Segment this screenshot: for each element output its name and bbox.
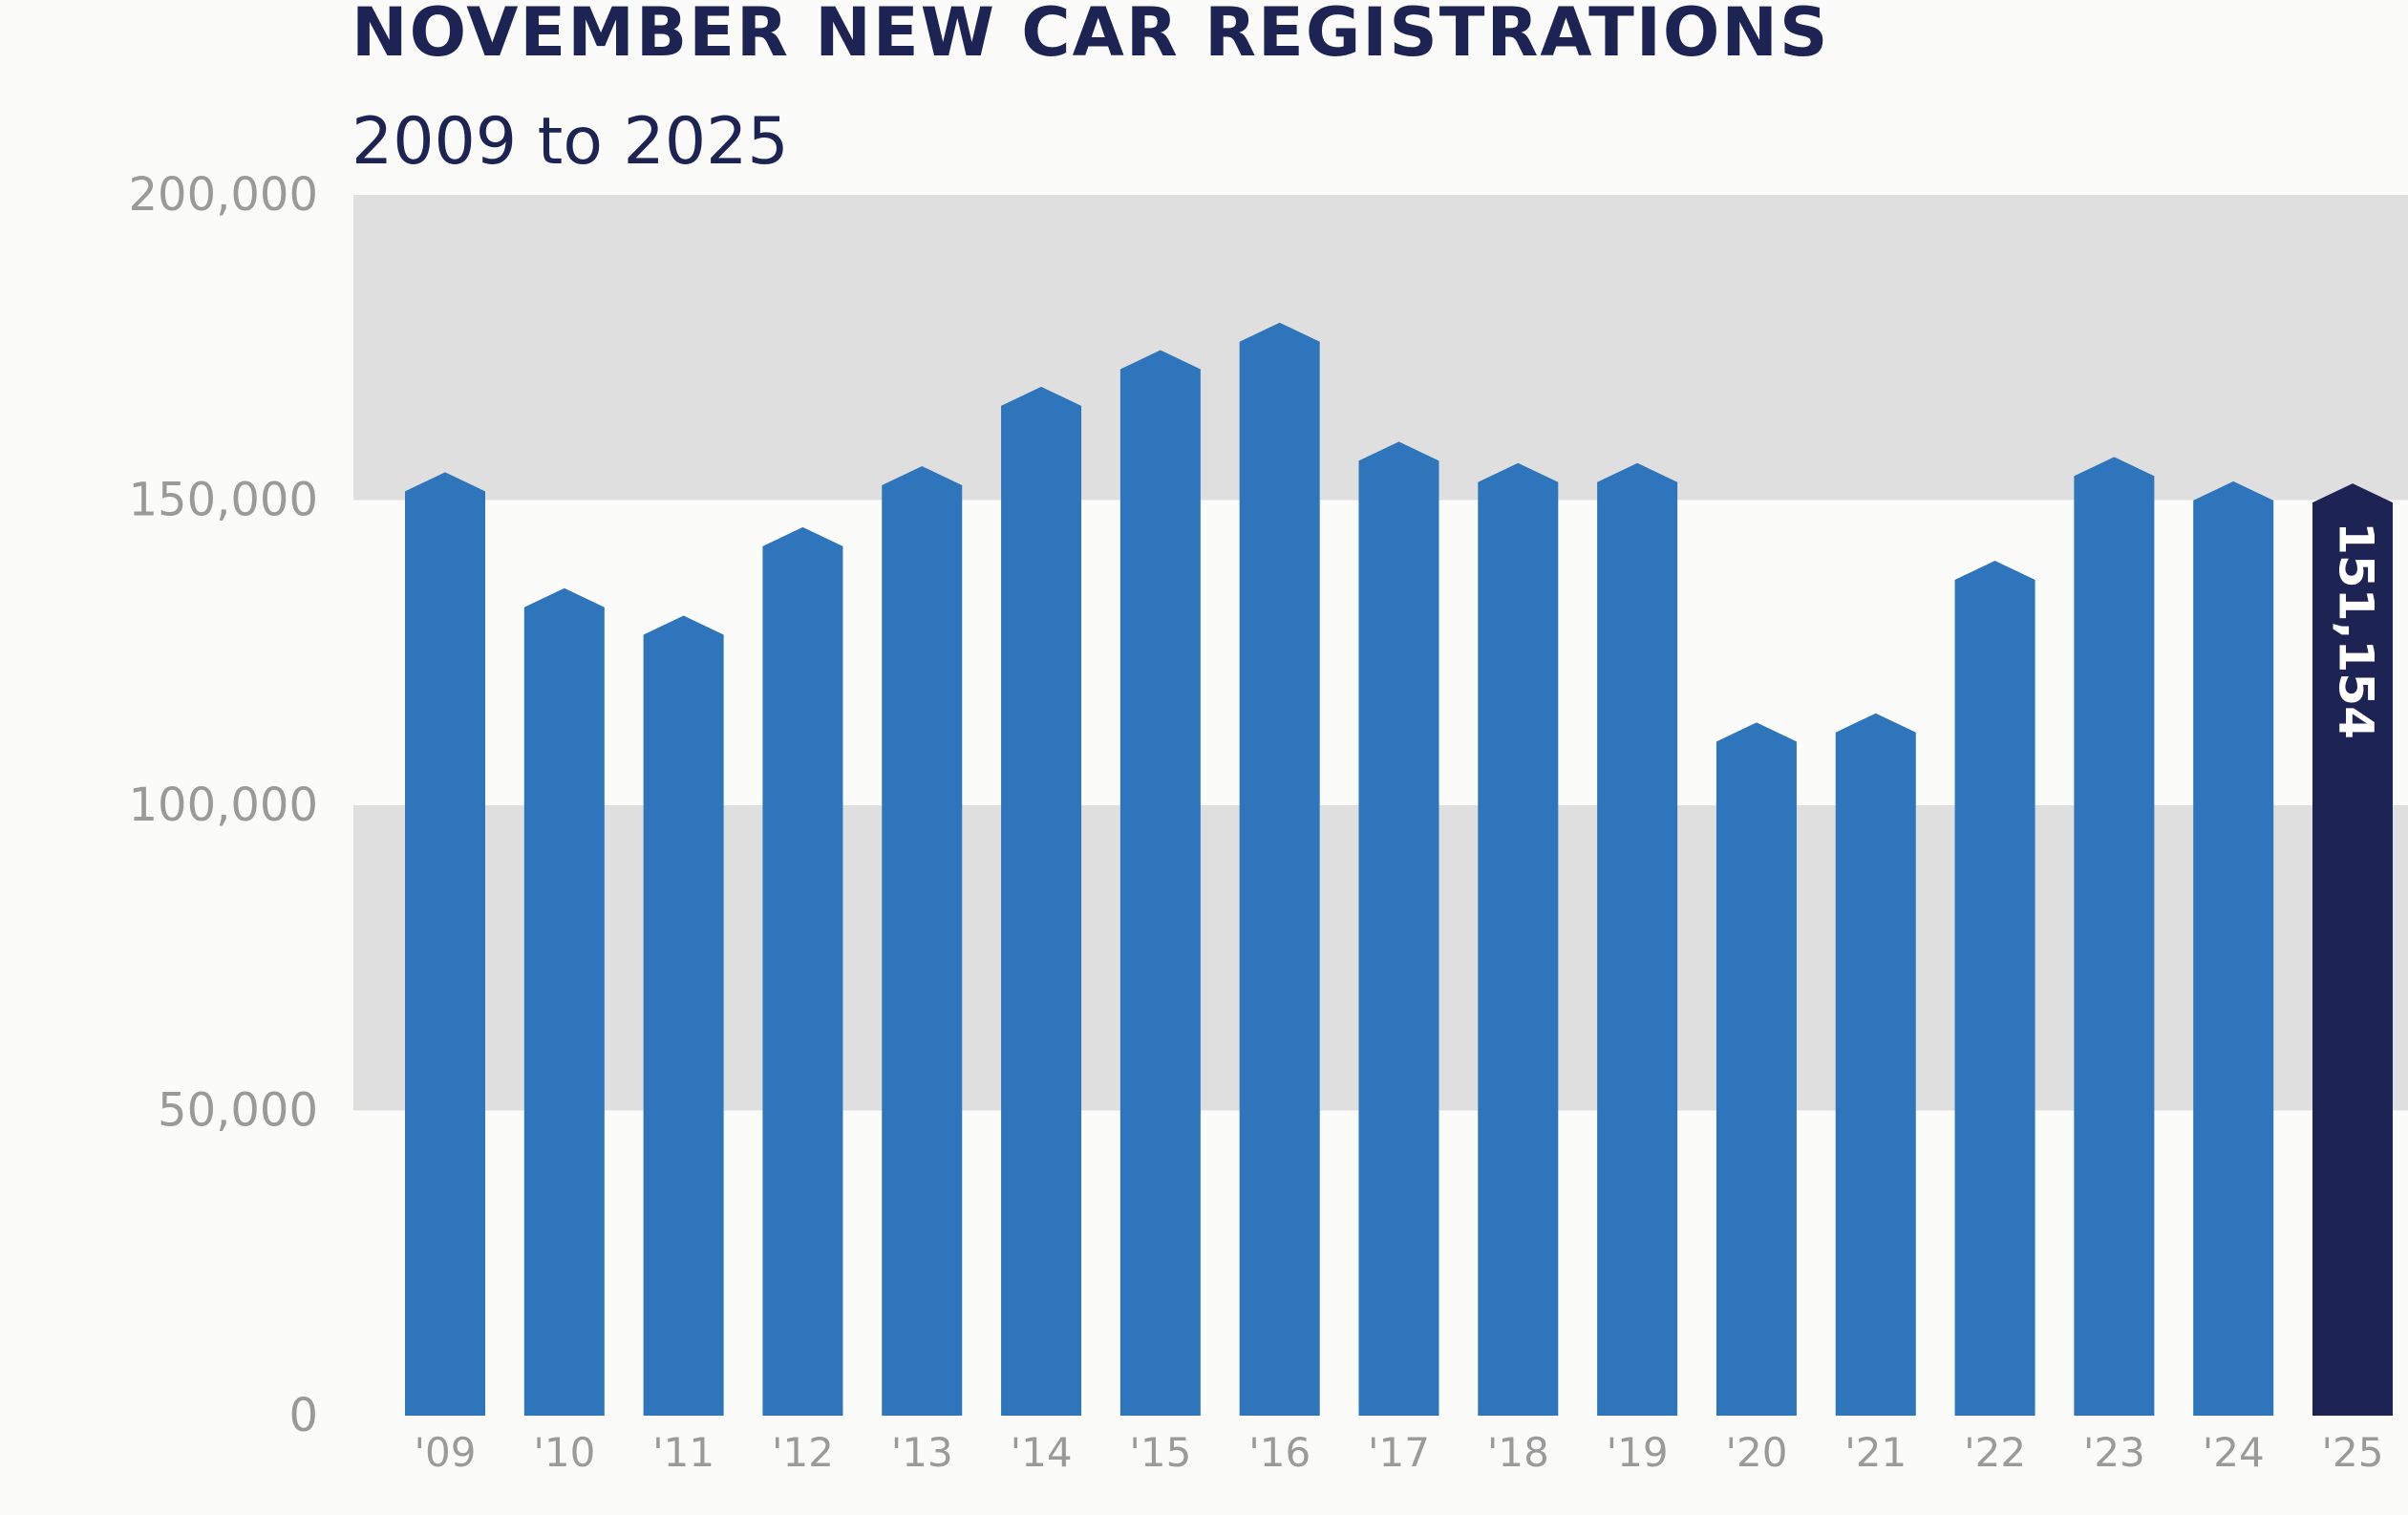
x-tick-label: '16 [1248, 1429, 1311, 1476]
x-tick-label: '10 [533, 1429, 595, 1476]
bar-15 [1119, 350, 1201, 1416]
bar-14 [1001, 386, 1082, 1416]
x-tick-label: '12 [772, 1429, 834, 1476]
x-tick-label: '23 [2083, 1429, 2145, 1476]
bar-10 [523, 587, 605, 1416]
bar-17 [1358, 441, 1439, 1416]
bar-25 [2312, 483, 2393, 1416]
y-axis-ticks: 0 50,000 100,000 150,000 200,000 [129, 168, 319, 1442]
y-tick-label: 200,000 [129, 168, 319, 222]
y-tick-label: 50,000 [158, 1084, 318, 1138]
x-tick-label: '20 [1725, 1429, 1787, 1476]
bar-18 [1478, 462, 1559, 1416]
bar-09 [405, 472, 485, 1417]
bar-16 [1239, 322, 1320, 1416]
x-tick-label: '19 [1607, 1429, 1669, 1476]
chart-title: NOVEMBER NEW CAR REGISTRATIONS [352, 0, 1830, 72]
bar-20 [1715, 722, 1797, 1416]
grid-band [353, 195, 2408, 501]
x-tick-label: '18 [1487, 1429, 1549, 1476]
y-tick-label: 100,000 [129, 779, 319, 832]
bar-22 [1954, 560, 2035, 1416]
bar-23 [2074, 457, 2155, 1417]
x-tick-label: '09 [415, 1429, 477, 1476]
bar-13 [882, 465, 963, 1416]
x-tick-label: '15 [1129, 1429, 1191, 1476]
y-tick-label: 150,000 [129, 474, 319, 527]
bars [405, 322, 2393, 1417]
y-tick-label: 0 [288, 1389, 318, 1442]
bar-19 [1597, 462, 1678, 1416]
chart-subtitle: 2009 to 2025 [352, 104, 789, 180]
bar-11 [643, 615, 724, 1416]
bar-21 [1835, 713, 1916, 1416]
x-tick-label: '11 [652, 1429, 714, 1476]
x-tick-label: '25 [2322, 1429, 2384, 1476]
x-axis-ticks: '09 '10 '11 '12 '13 '14 '15 '16 '17 '18 '19 '20 '21 '… [415, 1429, 2384, 1476]
x-tick-label: '14 [1011, 1429, 1073, 1476]
x-tick-label: '13 [891, 1429, 953, 1476]
x-tick-label: '21 [1844, 1429, 1907, 1476]
x-tick-label: '22 [1964, 1429, 2026, 1476]
x-tick-label: '17 [1368, 1429, 1430, 1476]
bar-24 [2193, 480, 2274, 1416]
data-label: 151,154 [2329, 522, 2384, 739]
bar-12 [762, 526, 843, 1416]
x-tick-label: '24 [2203, 1429, 2265, 1476]
data-labels: 151,154 [2329, 522, 2384, 739]
